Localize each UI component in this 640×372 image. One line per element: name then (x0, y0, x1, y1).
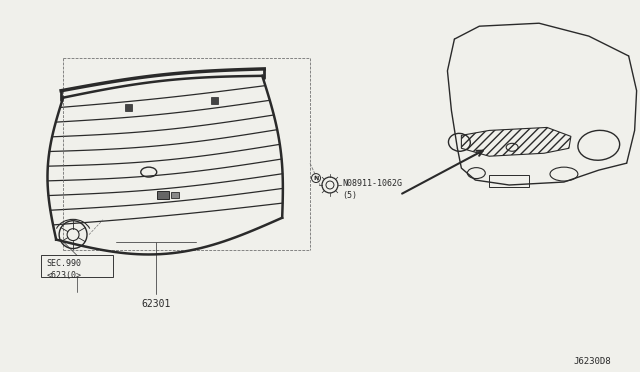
Bar (41, 256, 113, 277)
Bar (171, 192, 179, 198)
Bar (489, 175, 529, 187)
Bar (157, 191, 169, 199)
Bar (211, 97, 218, 104)
Text: 62301: 62301 (141, 299, 170, 309)
Text: N08911-1062G
(5): N08911-1062G (5) (342, 179, 402, 200)
Text: SEC.990
<623(0>: SEC.990 <623(0> (46, 259, 81, 280)
Text: N: N (314, 176, 319, 180)
Text: J6230D8: J6230D8 (574, 357, 611, 366)
Bar (125, 104, 132, 110)
